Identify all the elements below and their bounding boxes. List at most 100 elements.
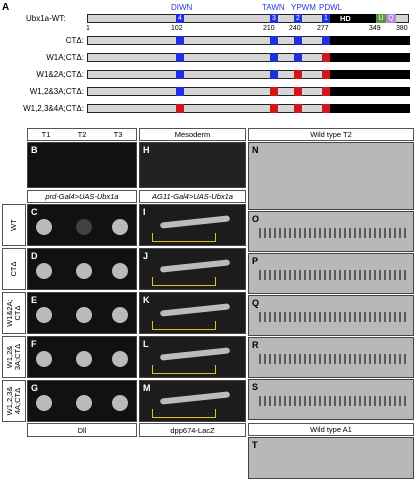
segment-headers: T1 T2 T3 <box>27 128 137 141</box>
wt-box <box>294 53 302 62</box>
dll-spot <box>76 351 92 367</box>
bracket-marker <box>152 365 216 374</box>
image-dll: G <box>27 380 137 422</box>
image-b: B <box>27 142 137 188</box>
row-label: WT <box>2 204 26 246</box>
construct-label: W1&2A;CTΔ: <box>36 70 84 79</box>
lacz-stain <box>159 391 231 405</box>
construct-bar <box>87 104 410 113</box>
image-dpp: J <box>139 248 246 290</box>
image-n: N <box>248 142 414 210</box>
bracket-marker <box>152 277 216 286</box>
header-t3: T3 <box>113 130 123 139</box>
mutated-box <box>294 70 302 79</box>
image-denticle: P <box>248 253 414 294</box>
homeodomain-ct <box>330 70 410 79</box>
image-denticle: O <box>248 211 414 252</box>
mutated-box <box>270 104 278 113</box>
uq-q-segment: Q <box>386 14 396 23</box>
dll-spot <box>76 395 92 411</box>
pos-102: 102 <box>171 25 183 32</box>
image-dpp: K <box>139 292 246 334</box>
mutated-box <box>270 87 278 96</box>
footer-dpp: dpp674-LacZ <box>139 423 246 437</box>
homeodomain-ct <box>330 87 410 96</box>
lacz-stain <box>159 259 231 273</box>
wt-box <box>322 36 330 45</box>
image-denticle: S <box>248 379 414 420</box>
wt-box <box>176 36 184 45</box>
wt-construct-label: Ubx1a-WT: <box>26 14 66 23</box>
image-dll: F <box>27 336 137 378</box>
construct-label: W1,2,3&4A;CTΔ: <box>23 104 84 113</box>
construct-bar <box>87 36 410 45</box>
wt-protein-bar: 4 3 2 1 HD U Q <box>87 14 409 23</box>
uq-u-segment: U <box>376 14 386 23</box>
motif-label-pdwl: PDWL <box>319 3 343 12</box>
mutated-box <box>322 53 330 62</box>
dll-spot <box>36 263 52 279</box>
header-t1: T1 <box>41 130 51 139</box>
header-wt-t2: Wild type T2 <box>248 128 414 141</box>
image-dll: E <box>27 292 137 334</box>
wt-box <box>176 70 184 79</box>
row-label: W1,2,3& 4A;CTΔ <box>2 380 26 422</box>
driver-ag11: AG11-Gal4>UAS-Ubx1a <box>139 190 246 203</box>
denticle-belt <box>259 270 407 280</box>
dll-spot <box>76 219 92 235</box>
dll-spot <box>112 263 128 279</box>
construct-label: CTΔ: <box>65 36 84 45</box>
dll-spot <box>36 351 52 367</box>
bracket-marker <box>152 233 216 242</box>
header-t2: T2 <box>77 130 87 139</box>
homeodomain: HD <box>330 14 376 23</box>
construct-label: W1,2&3A;CTΔ: <box>29 87 84 96</box>
denticle-belt <box>259 312 407 322</box>
image-dll: D <box>27 248 137 290</box>
dll-spot <box>36 395 52 411</box>
construct-bar <box>87 87 410 96</box>
denticle-belt <box>259 228 407 238</box>
dll-spot <box>36 219 52 235</box>
denticle-belt <box>259 396 407 406</box>
dll-spot <box>36 307 52 323</box>
pos-1: 1 <box>86 25 90 32</box>
homeodomain-ct <box>330 53 410 62</box>
dll-spot <box>112 351 128 367</box>
row-label: W1,2& 3A;CTΔ <box>2 336 26 378</box>
mutated-box <box>322 70 330 79</box>
wt-box <box>270 53 278 62</box>
mutated-box <box>294 87 302 96</box>
motif-label-diwn: DIWN <box>171 3 193 12</box>
wt-box <box>270 70 278 79</box>
motif-label-ypwm: YPWM <box>291 3 316 12</box>
image-denticle: R <box>248 337 414 378</box>
box-3: 3 <box>270 14 278 23</box>
image-dpp: I <box>139 204 246 246</box>
denticle-belt <box>259 354 407 364</box>
pos-210: 210 <box>263 25 275 32</box>
dll-spot <box>76 263 92 279</box>
image-h: H <box>139 142 246 188</box>
pos-277: 277 <box>317 25 329 32</box>
image-denticle: Q <box>248 295 414 336</box>
mutated-box <box>322 104 330 113</box>
dll-spot <box>112 307 128 323</box>
homeodomain-ct <box>330 104 410 113</box>
box-4: 4 <box>176 14 184 23</box>
dll-spot <box>76 307 92 323</box>
image-t: T <box>248 437 414 479</box>
bracket-marker <box>152 321 216 330</box>
driver-prd: prd-Gal4>UAS-Ubx1a <box>27 190 137 203</box>
box-1: 1 <box>322 14 330 23</box>
pos-380: 380 <box>396 25 408 32</box>
pos-349: 349 <box>369 25 381 32</box>
mutated-box <box>176 104 184 113</box>
homeodomain-ct <box>330 36 410 45</box>
wt-box <box>176 87 184 96</box>
construct-bar <box>87 70 410 79</box>
lacz-stain <box>159 303 231 317</box>
motif-label-tawn: TAWN <box>262 3 285 12</box>
bracket-marker <box>152 409 216 418</box>
dll-spot <box>112 395 128 411</box>
